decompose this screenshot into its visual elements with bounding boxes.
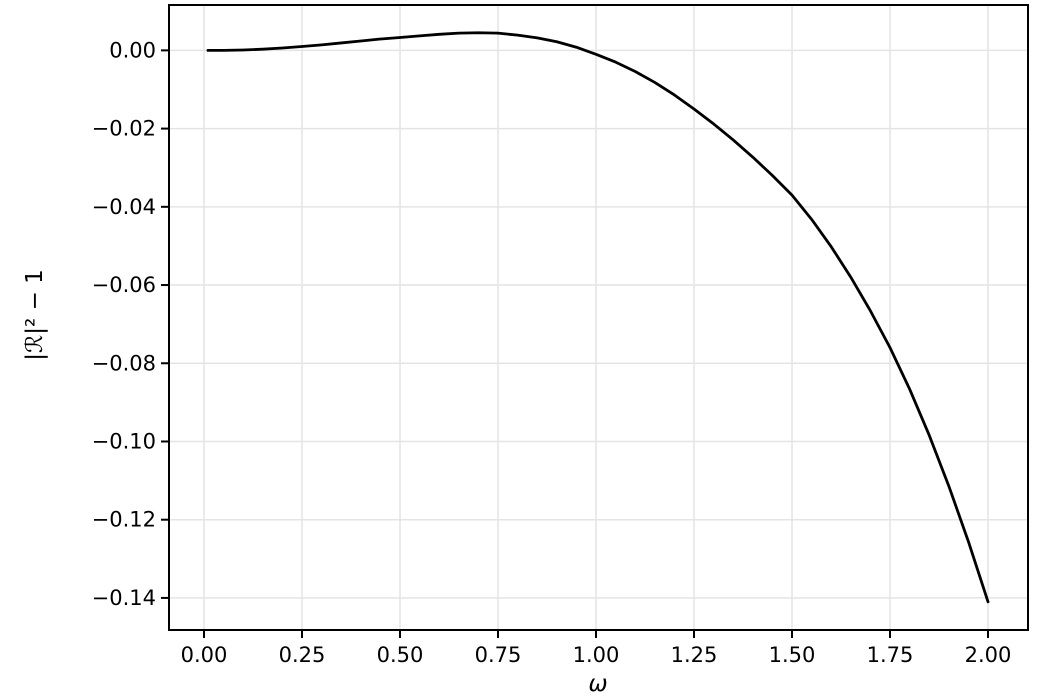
axis-ticks xyxy=(161,49,990,638)
grid-lines xyxy=(169,5,1028,630)
series-line xyxy=(206,31,990,604)
x-tick-label: 1.75 xyxy=(867,643,914,667)
y-tick-label: −0.10 xyxy=(92,429,156,453)
x-tick-label: 0.00 xyxy=(181,643,228,667)
y-tick-label: −0.06 xyxy=(92,273,156,297)
y-axis-label: |ℛ|² − 1 xyxy=(22,269,48,361)
x-tick-label: 0.25 xyxy=(279,643,326,667)
y-tick-label: −0.08 xyxy=(92,351,156,375)
y-tick-label: −0.02 xyxy=(92,117,156,141)
x-tick-label: 2.00 xyxy=(965,643,1012,667)
y-tick-label: −0.14 xyxy=(92,586,156,610)
x-tick-label: 1.00 xyxy=(573,643,620,667)
tick-labels: 0.00 0.25 0.50 0.75 1.00 1.25 1.50 1.75 2.00 0.00… xyxy=(92,38,1012,667)
plot-frame xyxy=(168,4,1029,631)
y-tick-label: 0.00 xyxy=(109,38,156,62)
x-tick-label: 1.50 xyxy=(769,643,816,667)
x-tick-label: 0.50 xyxy=(377,643,424,667)
y-tick-label: −0.04 xyxy=(92,195,156,219)
x-tick-label: 0.75 xyxy=(475,643,522,667)
x-axis-label: ω xyxy=(588,671,607,697)
y-tick-label: −0.12 xyxy=(92,508,156,532)
x-tick-label: 1.25 xyxy=(671,643,718,667)
